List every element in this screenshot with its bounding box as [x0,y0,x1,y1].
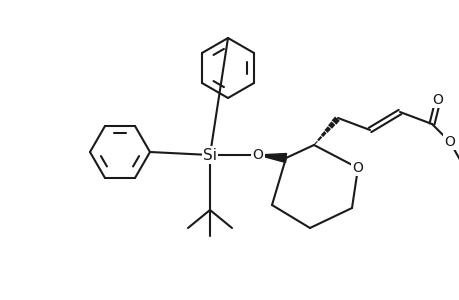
Text: O: O [352,161,363,175]
Text: O: O [443,135,454,149]
Text: Si: Si [202,148,217,163]
Text: O: O [431,93,442,107]
Polygon shape [257,154,286,163]
Text: O: O [252,148,263,162]
